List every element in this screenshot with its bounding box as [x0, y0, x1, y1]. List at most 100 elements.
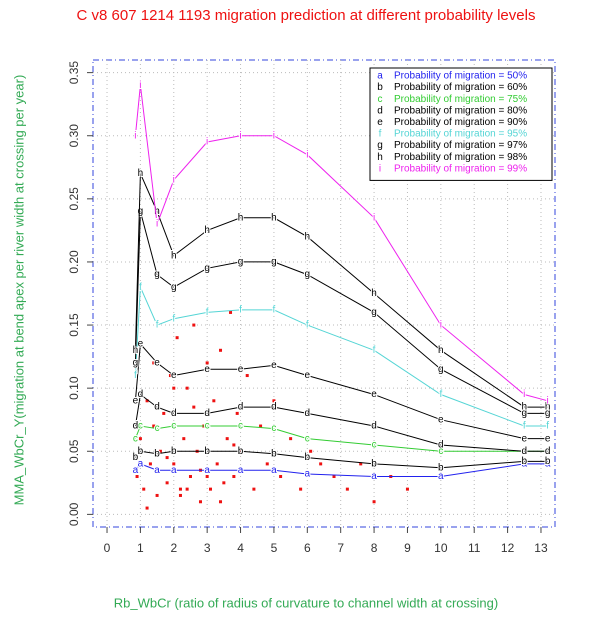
line-marker: f [139, 282, 142, 293]
line-marker: b [133, 452, 139, 463]
data-point [319, 462, 323, 466]
data-point [252, 487, 256, 491]
line-marker: g [522, 408, 528, 419]
line-marker: g [133, 358, 139, 369]
line-marker: h [438, 345, 444, 356]
line-marker: d [204, 408, 210, 419]
data-point [185, 487, 189, 491]
line-marker: e [171, 370, 177, 381]
y-tick-label: 0.15 [67, 313, 81, 337]
line-marker: f [206, 307, 209, 318]
data-point [219, 348, 223, 352]
data-point [155, 493, 159, 497]
line-marker: i [173, 175, 175, 186]
line-marker: b [522, 456, 528, 467]
line-marker: g [271, 257, 277, 268]
x-tick-label: 4 [237, 541, 244, 555]
quantile-line [135, 463, 548, 477]
line-marker: d [545, 446, 551, 457]
data-point [162, 411, 166, 415]
quantile-line [134, 425, 548, 452]
line-marker: a [204, 465, 210, 476]
data-point [299, 487, 303, 491]
data-point [209, 487, 213, 491]
data-point [172, 462, 176, 466]
data-point [372, 500, 376, 504]
line-marker: h [238, 212, 244, 223]
line-marker: a [171, 465, 177, 476]
legend-symbol: b [377, 82, 383, 93]
data-point [405, 487, 409, 491]
quantile-line [134, 85, 548, 402]
data-point [229, 310, 233, 314]
line-marker: b [138, 446, 144, 457]
data-point [158, 449, 162, 453]
line-marker: b [305, 452, 311, 463]
line-marker: a [305, 469, 311, 480]
line-marker: f [239, 305, 242, 316]
data-point [359, 462, 363, 466]
line-marker: i [273, 130, 275, 141]
line-marker: i [306, 149, 308, 160]
line-marker: g [138, 206, 144, 217]
line-marker: d [154, 402, 160, 413]
legend-symbol: h [377, 152, 383, 163]
line-marker: i [239, 130, 241, 141]
line-marker: f [172, 313, 175, 324]
line-marker: a [154, 465, 160, 476]
line-marker: b [204, 446, 210, 457]
line-marker: a [438, 471, 444, 482]
line-marker: h [271, 212, 277, 223]
line-marker: f [523, 421, 526, 432]
data-point [205, 361, 209, 365]
x-tick-label: 12 [501, 541, 515, 555]
x-tick-label: 0 [104, 541, 111, 555]
data-point [185, 386, 189, 390]
data-point [178, 493, 182, 497]
line-marker: g [438, 364, 444, 375]
data-point [212, 399, 216, 403]
line-marker: e [522, 433, 528, 444]
data-point [182, 437, 186, 441]
x-tick-label: 3 [204, 541, 211, 555]
data-point [138, 437, 142, 441]
line-marker: c [438, 446, 443, 457]
legend-symbol: f [379, 129, 382, 140]
line-marker: e [438, 414, 444, 425]
line-marker: h [545, 402, 551, 413]
legend-symbol: c [378, 94, 383, 105]
legend-label: Probability of migration = 50% [394, 71, 527, 82]
data-point [152, 424, 156, 428]
data-point [215, 462, 219, 466]
data-point [198, 500, 202, 504]
x-tick-label: 13 [534, 541, 548, 555]
x-tick-label: 11 [468, 541, 481, 555]
line-marker: c [238, 421, 243, 432]
x-tick-label: 6 [304, 541, 311, 555]
data-point [205, 475, 209, 479]
y-tick-label: 0.20 [67, 250, 81, 274]
line-marker: d [305, 408, 311, 419]
line-marker: e [133, 395, 139, 406]
line-marker: b [154, 448, 160, 459]
line-marker: h [522, 402, 528, 413]
x-tick-label: 9 [404, 541, 411, 555]
line-marker: h [204, 225, 210, 236]
y-tick-label: 0.05 [67, 439, 81, 463]
data-point [265, 462, 269, 466]
y-tick-label: 0.30 [67, 124, 81, 148]
data-point [232, 443, 236, 447]
quantile-line [134, 173, 548, 408]
x-tick-label: 5 [271, 541, 278, 555]
data-point [235, 411, 239, 415]
line-marker: b [545, 456, 551, 467]
x-tick-label: 2 [170, 541, 177, 555]
line-marker: d [171, 408, 177, 419]
quantile-line [135, 450, 548, 469]
data-point [175, 336, 179, 340]
y-tick-label: 0.00 [67, 502, 81, 526]
line-marker: d [133, 421, 139, 432]
data-point [165, 456, 169, 460]
legend-box [369, 67, 553, 181]
legend-label: Probability of migration = 80% [394, 105, 527, 116]
